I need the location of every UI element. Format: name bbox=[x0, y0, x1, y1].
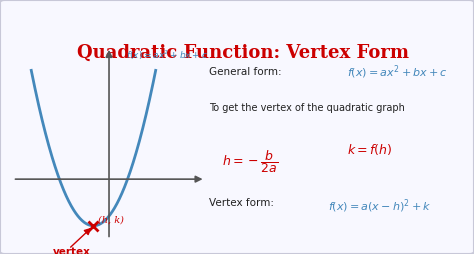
Text: Vertex form:: Vertex form: bbox=[209, 198, 273, 208]
Text: $h = -\dfrac{b}{2a}$: $h = -\dfrac{b}{2a}$ bbox=[222, 148, 278, 175]
Text: $f(x) = a(x - h)^2 + k$: $f(x) = a(x - h)^2 + k$ bbox=[328, 198, 431, 215]
Text: General form:: General form: bbox=[209, 67, 281, 77]
Text: $f(x) = ax^2 + bx + c$: $f(x) = ax^2 + bx + c$ bbox=[126, 48, 208, 62]
Text: To get the vertex of the quadratic graph: To get the vertex of the quadratic graph bbox=[209, 103, 404, 113]
Text: $k = f(h)$: $k = f(h)$ bbox=[346, 142, 392, 157]
Text: Quadratic Function: Vertex Form: Quadratic Function: Vertex Form bbox=[77, 44, 409, 62]
Text: vertex: vertex bbox=[53, 247, 91, 254]
Text: (h, k): (h, k) bbox=[98, 216, 124, 225]
Text: $f(x) = ax^2 + bx + c$: $f(x) = ax^2 + bx + c$ bbox=[346, 63, 447, 81]
